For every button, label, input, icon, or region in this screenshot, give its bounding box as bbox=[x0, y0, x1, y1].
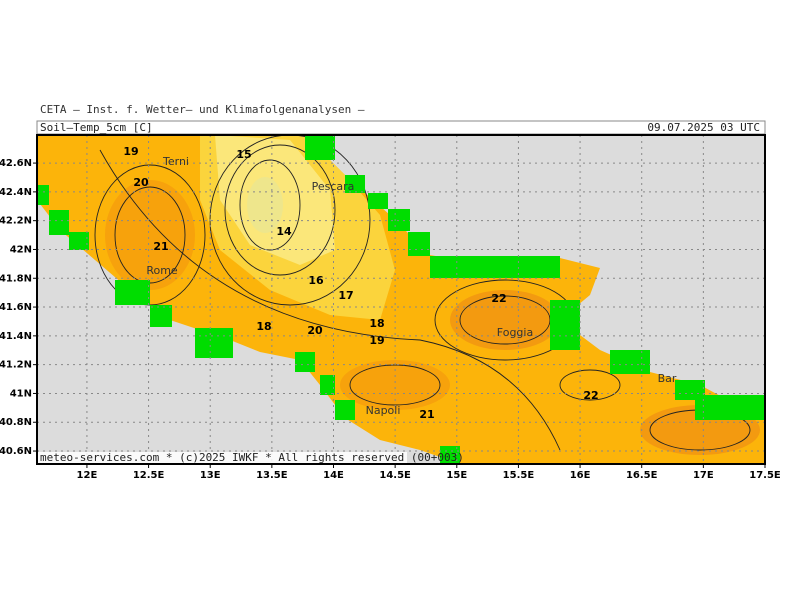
x-tick-label: 14E bbox=[323, 470, 344, 481]
city-label: Foggia bbox=[497, 326, 533, 339]
x-tick-label: 13.5E bbox=[256, 470, 288, 481]
x-tick-label: 12.5E bbox=[133, 470, 165, 481]
contour-label: 19 bbox=[369, 334, 384, 347]
header-time: 09.07.2025 03 UTC bbox=[647, 121, 760, 134]
city-label: Rome bbox=[146, 264, 178, 277]
x-tick-label: 13E bbox=[200, 470, 221, 481]
y-tick-label: 41N bbox=[10, 388, 32, 399]
y-tick-label: 42.4N bbox=[0, 187, 32, 198]
map-labels: 19 15 20 21 14 16 17 18 20 18 19 22 21 22 Terni Pescara… bbox=[123, 145, 677, 421]
footer: meteo-services.com * (c)2025 IWKF * All … bbox=[40, 451, 464, 464]
contour-label: 17 bbox=[338, 289, 353, 302]
contours bbox=[94, 135, 751, 451]
x-tick-label: 12E bbox=[77, 470, 98, 481]
contour-label: 18 bbox=[256, 320, 271, 333]
city-label: Pescara bbox=[312, 180, 355, 193]
y-tick-label: 41.6N bbox=[0, 302, 32, 313]
y-tick-label: 40.8N bbox=[0, 417, 32, 428]
contour-label: 21 bbox=[153, 240, 168, 253]
header-product: Soil—Temp_5cm [C] bbox=[40, 121, 153, 134]
city-label: Bar bbox=[658, 372, 677, 385]
contour-label: 22 bbox=[583, 389, 598, 402]
y-tick-label: 40.6N bbox=[0, 446, 32, 457]
y-tick-label: 42N bbox=[10, 244, 32, 255]
contour-label: 22 bbox=[491, 292, 506, 305]
warm-area bbox=[450, 290, 560, 350]
x-tick-label: 15E bbox=[446, 470, 467, 481]
contour-label: 20 bbox=[133, 176, 149, 189]
y-tick-label: 42.6N bbox=[0, 158, 32, 169]
green-patches bbox=[37, 135, 765, 464]
y-tick-label: 41.2N bbox=[0, 360, 32, 371]
contour-label: 20 bbox=[307, 324, 323, 337]
contour-label: 15 bbox=[236, 148, 251, 161]
x-tick-label: 14.5E bbox=[379, 470, 411, 481]
y-tick-label: 41.8N bbox=[0, 273, 32, 284]
map-field: 19 15 20 21 14 16 17 18 20 18 19 22 21 22 Terni Pescara… bbox=[37, 135, 765, 464]
x-tick-label: 17E bbox=[693, 470, 714, 481]
contour-label: 21 bbox=[419, 408, 434, 421]
contour-label: 16 bbox=[308, 274, 324, 287]
contour-label: 18 bbox=[369, 317, 384, 330]
footer-bg bbox=[37, 452, 407, 464]
x-tick-label: 17.5E bbox=[749, 470, 781, 481]
graticule bbox=[37, 135, 765, 464]
warm-area bbox=[340, 360, 450, 410]
city-label: Terni bbox=[162, 155, 189, 168]
x-tick-label: 16E bbox=[570, 470, 591, 481]
y-tick-label: 42.2N bbox=[0, 216, 32, 227]
x-tick-label: 15.5E bbox=[503, 470, 535, 481]
x-tick-label: 16.5E bbox=[626, 470, 658, 481]
y-tick-label: 41.4N bbox=[0, 331, 32, 342]
map-frame bbox=[36, 134, 766, 465]
contour-label: 19 bbox=[123, 145, 138, 158]
cool-area bbox=[247, 177, 283, 233]
axes: 12E 12.5E 13E 13.5E 14E 14.5E 15E 15.5E 16E 16.5E… bbox=[0, 158, 781, 481]
contour-label: 14 bbox=[276, 225, 292, 238]
header-institute: CETA — Inst. f. Wetter— und Klimafolgena… bbox=[40, 103, 365, 116]
city-label: Napoli bbox=[366, 404, 401, 417]
warm-area bbox=[105, 180, 195, 290]
